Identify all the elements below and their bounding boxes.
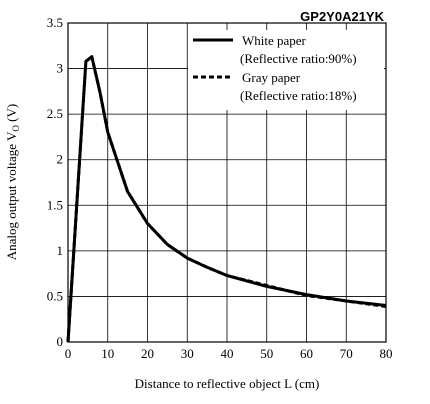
x-tick-label: 30 [181,346,194,361]
y-tick-label: 2.5 [47,106,63,121]
y-tick-label: 1.5 [47,197,63,212]
y-tick-label: 2 [57,152,64,167]
x-tick-label: 60 [300,346,313,361]
legend-background [188,30,384,110]
y-tick-labels: 0 0.5 1 1.5 2 2.5 3 3.5 [47,15,63,349]
series-line-gray-paper [66,55,387,343]
x-tick-labels: 0 10 20 30 40 50 60 70 80 [65,346,393,361]
legend-detail-gray-paper: (Reflective ratio:18%) [240,88,357,103]
x-tick-label: 50 [260,346,273,361]
x-tick-label: 0 [65,346,72,361]
chart-title: GP2Y0A21YK [300,9,384,24]
legend-detail-white-paper: (Reflective ratio:90%) [240,51,357,66]
y-tick-label: 1 [57,243,64,258]
x-tick-label: 80 [380,346,393,361]
x-tick-label: 40 [221,346,234,361]
x-tick-label: 10 [101,346,114,361]
y-tick-label: 0.5 [47,288,63,303]
series-lines [66,55,387,343]
x-tick-label: 20 [141,346,154,361]
legend-label-gray-paper: Gray paper [242,70,301,85]
y-tick-label: 3.5 [47,15,63,30]
x-axis-label: Distance to reflective object L (cm) [135,376,320,391]
legend: White paper (Reflective ratio:90%) Gray … [188,30,384,110]
x-tick-label: 70 [340,346,353,361]
y-axis-label: Analog output voltage VO (V) [4,104,21,260]
y-tick-label: 3 [57,61,64,76]
legend-label-white-paper: White paper [242,33,307,48]
y-tick-label: 0 [57,334,64,349]
plot-frame [67,22,387,343]
